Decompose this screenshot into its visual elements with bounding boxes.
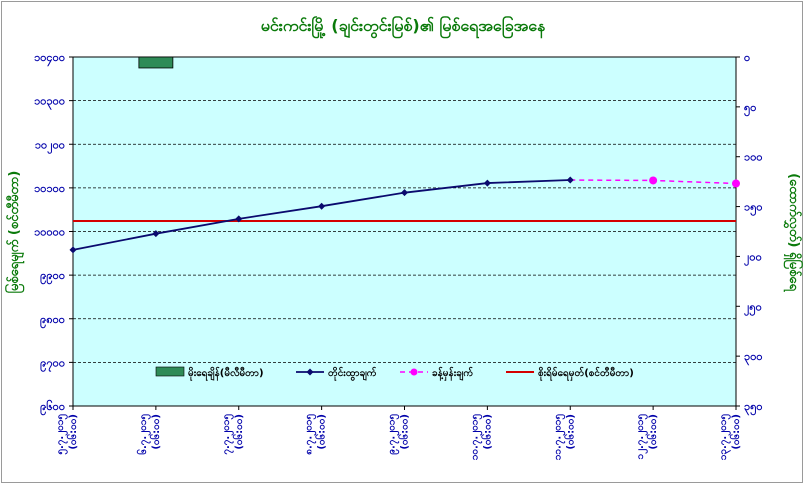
observed-point <box>401 189 408 197</box>
observed-point <box>483 179 491 187</box>
y-tick-label: ၉၆၀၀ <box>40 400 65 416</box>
legend-label-forecast: ခန့်မှန်းချက် <box>432 366 473 382</box>
y2-tick-label: ၁၅၀ <box>744 201 763 217</box>
y2-tick-label: ၂၀၀ <box>744 250 762 266</box>
legend-label-observed: တိုင်းထွာချက် <box>328 366 377 382</box>
y2-tick-label: ၃၅၀ <box>744 400 763 416</box>
observed-point <box>235 215 243 223</box>
y-tick-label: ၉၇၀၀ <box>40 356 65 372</box>
y-tick-label: ၁၀၃၀၀ <box>34 95 65 111</box>
legend-swatch-rainfall <box>155 366 185 377</box>
x-tick-label: ၆.၇.၂၀၁၅ (၀၆:၀၀) <box>136 414 162 455</box>
observed-point <box>69 246 77 254</box>
forecast-point <box>649 176 658 185</box>
y-tick-label: ၉၉၀၀ <box>40 269 65 285</box>
x-tick-label: ၅.၇.၂၀၁၅ (၀၆:၀၀) <box>55 414 79 455</box>
legend-label-rainfall: မိုးရေချိန်(မီလီမီတာ) <box>188 366 264 382</box>
y-tick-label: ၁၀၂၀၀ <box>35 138 65 154</box>
y-tick-label: ၁၀၄၀၀ <box>34 51 65 67</box>
observed-point <box>566 176 574 184</box>
y2-tick-label: ၁၀၀ <box>744 151 763 164</box>
legend-marker-forecast <box>410 368 418 376</box>
y-axis-label: မြစ်ရေမျက် (စင်တီမီတာ) <box>4 171 25 294</box>
y-tick-label: ၁၀၀၀၀ <box>34 226 65 239</box>
forecast-point <box>732 179 740 188</box>
y2-axis-label: (ထောက်လွှတ်) ရှိမြစ်ရေ <box>783 173 804 292</box>
rainfall-bar <box>138 56 174 69</box>
legend-marker-observed <box>306 368 314 376</box>
x-tick-label: ၇.၇.၂၀၁၅ (၀၆:၀၀) <box>221 414 245 456</box>
x-tick-label: ၉.၇.၂၀၁၅ (၀၆:၀၀) <box>387 414 411 455</box>
y2-tick-label: ၃၀၀ <box>744 350 763 366</box>
legend-label-warning: စိုးရိမ်ရေမှတ်(စင်တီမီတာ) <box>538 366 634 382</box>
chart-title: မင်းကင်းမြို့ (ချင်းတွင်းမြစ်)၏ မြစ်ရေအခ… <box>261 15 546 39</box>
y-tick-label: ၁၀၁၀၀ <box>34 182 65 195</box>
x-tick-label: ၁၂.၇.၂၀၁၅ (၀၆:၀၀) <box>635 414 659 460</box>
observed-point <box>152 230 160 238</box>
x-tick-label: ၁၃.၇.၂၀၁၅ (၀၆:၀၀) <box>718 414 742 460</box>
x-tick-label: ၁၀.၇.၂၀၁၅ (၀၆:၀၀) <box>469 414 493 460</box>
x-tick-label: ၈.၇.၂၀၁၅ (၀၆:၀၀) <box>304 414 328 455</box>
y2-tick-label: ၀ <box>744 51 750 64</box>
y2-tick-label: ၅၀ <box>744 101 756 117</box>
y2-tick-label: ၂၅၀ <box>744 300 762 316</box>
observed-point <box>318 202 326 210</box>
y-tick-label: ၉၈၀၀ <box>40 313 65 329</box>
x-tick-label: ၁၁.၇.၂၀၁၅ (၀၆:၀၀) <box>552 414 576 460</box>
